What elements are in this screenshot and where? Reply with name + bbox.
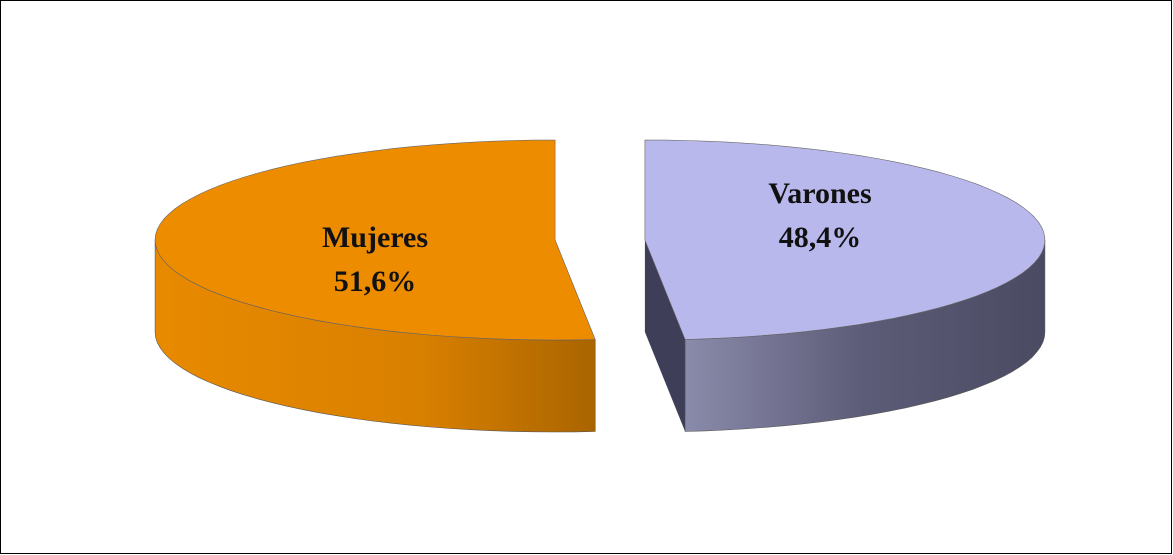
slice-top	[644, 139, 1046, 340]
slice-category-label: Mujeres	[322, 221, 428, 254]
slice-cut-face	[644, 240, 686, 432]
pie-slice	[644, 139, 1046, 432]
slice-value-label: 51,6%	[334, 265, 417, 298]
slice-category-label: Varones	[768, 177, 871, 210]
slice-value-label: 48,4%	[779, 221, 862, 254]
slice-top	[154, 139, 596, 341]
pie-slice	[154, 139, 596, 433]
